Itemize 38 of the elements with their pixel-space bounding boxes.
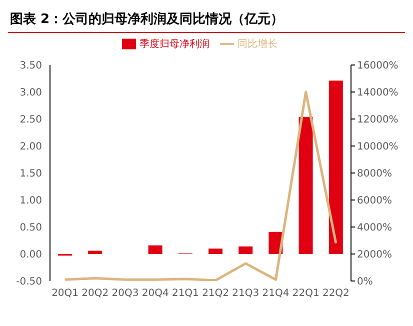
x-tick-label: 21Q3 (232, 288, 260, 300)
x-tick-label: 20Q4 (142, 288, 169, 300)
y-tick-label: 1.00 (20, 196, 42, 207)
line-series (64, 90, 338, 281)
x-tick-label: 22Q2 (322, 288, 350, 300)
y-tick-label: 3.00 (20, 88, 42, 99)
bar (328, 80, 343, 254)
y2-tick-label: 0% (357, 276, 373, 288)
y2-tick-label: 14000% (357, 88, 398, 99)
y-tick-label: 0.00 (20, 250, 42, 261)
x-tick-label: 20Q3 (112, 288, 139, 300)
y-tick-label: -0.50 (16, 276, 42, 288)
y-tick-label: 0.50 (20, 222, 42, 234)
x-tick-label: 22Q1 (292, 288, 320, 300)
y-tick-label: 2.00 (20, 142, 42, 153)
y2-tick-label: 8000% (357, 168, 392, 180)
y-tick-label: 1.50 (20, 168, 42, 180)
y2-tick-label: 6000% (357, 196, 392, 207)
bar (298, 116, 313, 254)
x-tick-label: 20Q1 (52, 288, 79, 300)
y2-tick-label: 16000% (357, 60, 398, 72)
legend-label: 季度归母净利润 (140, 39, 210, 50)
y2-tick-label: 2000% (357, 250, 392, 261)
y2-tick-label: 10000% (357, 142, 398, 153)
x-tick-label: 21Q2 (202, 288, 230, 300)
x-tick-label: 20Q2 (82, 288, 109, 300)
y-tick-label: 2.50 (20, 114, 42, 126)
x-tick-label: 21Q1 (172, 288, 199, 300)
legend-label: 同比增长 (238, 39, 278, 50)
bar (88, 250, 102, 254)
y2-tick-label: 12000% (357, 114, 398, 126)
bar (238, 246, 253, 254)
bar (208, 248, 222, 254)
y-tick-label: 3.50 (20, 60, 42, 72)
y2-tick-label: 4000% (357, 222, 392, 234)
bar (148, 245, 162, 254)
chart-title: 图表 2：公司的归母净利润及同比情况（亿元） (8, 8, 405, 33)
x-tick-label: 21Q4 (262, 288, 290, 300)
